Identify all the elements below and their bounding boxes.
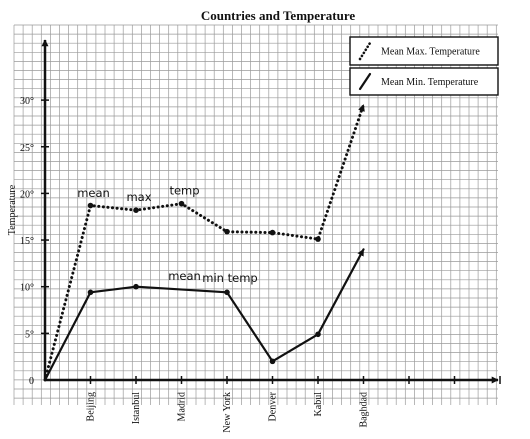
y-axis-title: Temperature: [7, 184, 18, 235]
x-tick-label: Madrid: [177, 392, 188, 421]
annotation-label: min temp: [202, 271, 257, 285]
data-point: [315, 331, 321, 338]
y-tick-label: 25°: [20, 143, 34, 154]
data-point: [133, 283, 139, 290]
legend-swatch-solid: [358, 72, 372, 91]
data-point: [133, 207, 139, 213]
x-tick-label: Beijing: [86, 392, 97, 421]
legend-swatch-dotted: [358, 41, 372, 61]
x-tick-label: Denver: [268, 391, 279, 421]
data-point: [224, 228, 230, 235]
chart-title: Countries and Temperature: [201, 8, 356, 23]
data-point: [224, 289, 230, 296]
annotation-label: mean: [168, 269, 201, 283]
grid: [13, 24, 498, 405]
y-origin-label: 0: [29, 376, 34, 387]
annotation-label: mean: [77, 186, 110, 200]
data-point: [87, 289, 94, 296]
series-line-max: [43, 103, 365, 382]
series-lines: [43, 103, 365, 382]
y-tick-label: 15°: [20, 236, 34, 247]
x-tick-label: Istanbul: [131, 392, 142, 424]
y-tick-label: 5°: [25, 329, 34, 340]
series-line-min: [43, 248, 365, 382]
annotation-label: temp: [169, 183, 199, 197]
x-tick-label: Baghdad: [359, 392, 370, 428]
legend-item-box: [349, 67, 499, 96]
data-point: [315, 236, 321, 242]
legend-item-box: [349, 36, 499, 66]
y-tick-label: 20°: [20, 189, 34, 200]
legend: Mean Max. Temperature Mean Min. Temperatu…: [349, 36, 499, 96]
data-point: [87, 202, 94, 209]
y-tick-label: 30°: [20, 96, 34, 107]
axes: [41, 39, 501, 384]
labels: Countries and Temperature 5° 10° 15° 20° 25° 3…: [7, 8, 370, 433]
data-point: [269, 358, 276, 365]
data-point: [269, 229, 276, 236]
y-tick-label: 10°: [20, 283, 34, 294]
legend-label: Mean Min. Temperature: [381, 77, 479, 88]
x-tick-label: Kabul: [313, 392, 324, 417]
legend-label: Mean Max. Temperature: [381, 47, 480, 58]
data-point: [178, 200, 185, 207]
annotation-label: max: [126, 190, 151, 204]
x-tick-label: New York: [222, 392, 233, 433]
